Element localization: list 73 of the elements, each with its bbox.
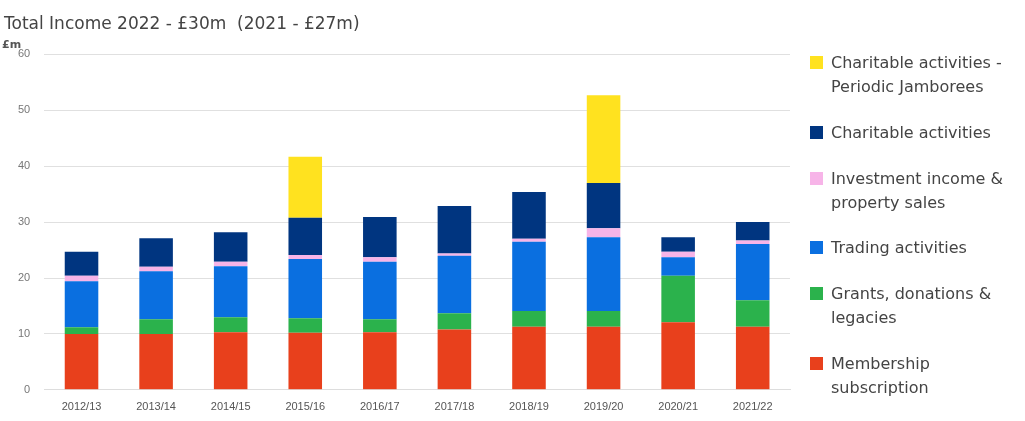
bar: [437, 329, 472, 390]
bar: [213, 266, 248, 318]
bar: [437, 313, 472, 330]
bar: [512, 241, 546, 311]
bar: [363, 257, 397, 262]
bar: [735, 243, 770, 301]
bar: [139, 238, 173, 267]
bar: [64, 251, 99, 276]
bar: [661, 275, 695, 323]
x-tick-label: 2014/15: [210, 400, 251, 413]
bar: [64, 281, 99, 328]
bar: [512, 326, 546, 390]
bar: [661, 322, 695, 390]
y-tick-label: 0: [24, 382, 31, 395]
bar: [661, 237, 695, 252]
bar: [512, 191, 546, 239]
bar: [139, 266, 173, 272]
bar: [213, 232, 248, 262]
bar: [437, 255, 472, 314]
bar: [586, 310, 621, 327]
bar: [363, 217, 397, 258]
bar: [288, 156, 323, 218]
bar: [288, 258, 323, 319]
chart-title: Total Income 2022 - £30m (2021 - £27m): [3, 12, 360, 33]
y-tick-label: 60: [17, 47, 31, 60]
x-tick-label: 2020/21: [658, 400, 699, 413]
x-tick-label: 2017/18: [434, 400, 475, 413]
bar: [735, 222, 770, 241]
x-tick-label: 2019/20: [583, 400, 624, 413]
bar: [586, 95, 621, 183]
bar: [139, 271, 173, 320]
legend-label: Membership subscription: [831, 353, 931, 400]
bar: [661, 257, 695, 276]
bar: [139, 319, 173, 334]
y-tick-label: 10: [17, 326, 31, 339]
bar: [288, 332, 323, 390]
y-tick-label: 20: [17, 271, 31, 284]
bar: [363, 319, 397, 333]
legend-label: Charitable activities - Periodic Jamborees: [831, 51, 1003, 98]
bar: [512, 238, 546, 242]
bar: [363, 261, 397, 320]
y-tick-label: 30: [17, 215, 31, 228]
bar: [586, 326, 621, 390]
x-tick-label: 2012/13: [61, 400, 102, 413]
bar: [586, 228, 621, 238]
bar: [437, 205, 472, 254]
y-tick-label: 40: [17, 159, 31, 172]
bar: [288, 255, 323, 259]
bar: [139, 333, 173, 390]
legend-label: Investment income & property sales: [831, 167, 1004, 214]
bar: [512, 310, 546, 327]
bar: [735, 300, 770, 327]
bar: [586, 237, 621, 311]
x-tick-label: 2021/22: [732, 400, 773, 413]
x-tick-label: 2018/19: [509, 400, 549, 413]
bar: [213, 317, 248, 333]
legend-label: Trading activities: [831, 237, 967, 260]
x-tick-label: 2015/16: [285, 400, 326, 413]
bar: [64, 327, 99, 334]
bar: [288, 318, 323, 333]
bar: [288, 217, 323, 256]
bar: [213, 332, 248, 390]
legend-label: Grants, donations & legacies: [831, 283, 993, 330]
bar: [437, 253, 472, 256]
legend-label: Charitable activities: [831, 121, 991, 144]
y-tick-label: 50: [17, 103, 31, 116]
bar: [363, 332, 397, 390]
bar: [735, 326, 770, 390]
bar: [64, 333, 99, 390]
x-tick-label: 2016/17: [359, 400, 400, 413]
x-tick-label: 2013/14: [136, 400, 176, 413]
bar: [586, 182, 621, 229]
bar: [661, 251, 695, 258]
